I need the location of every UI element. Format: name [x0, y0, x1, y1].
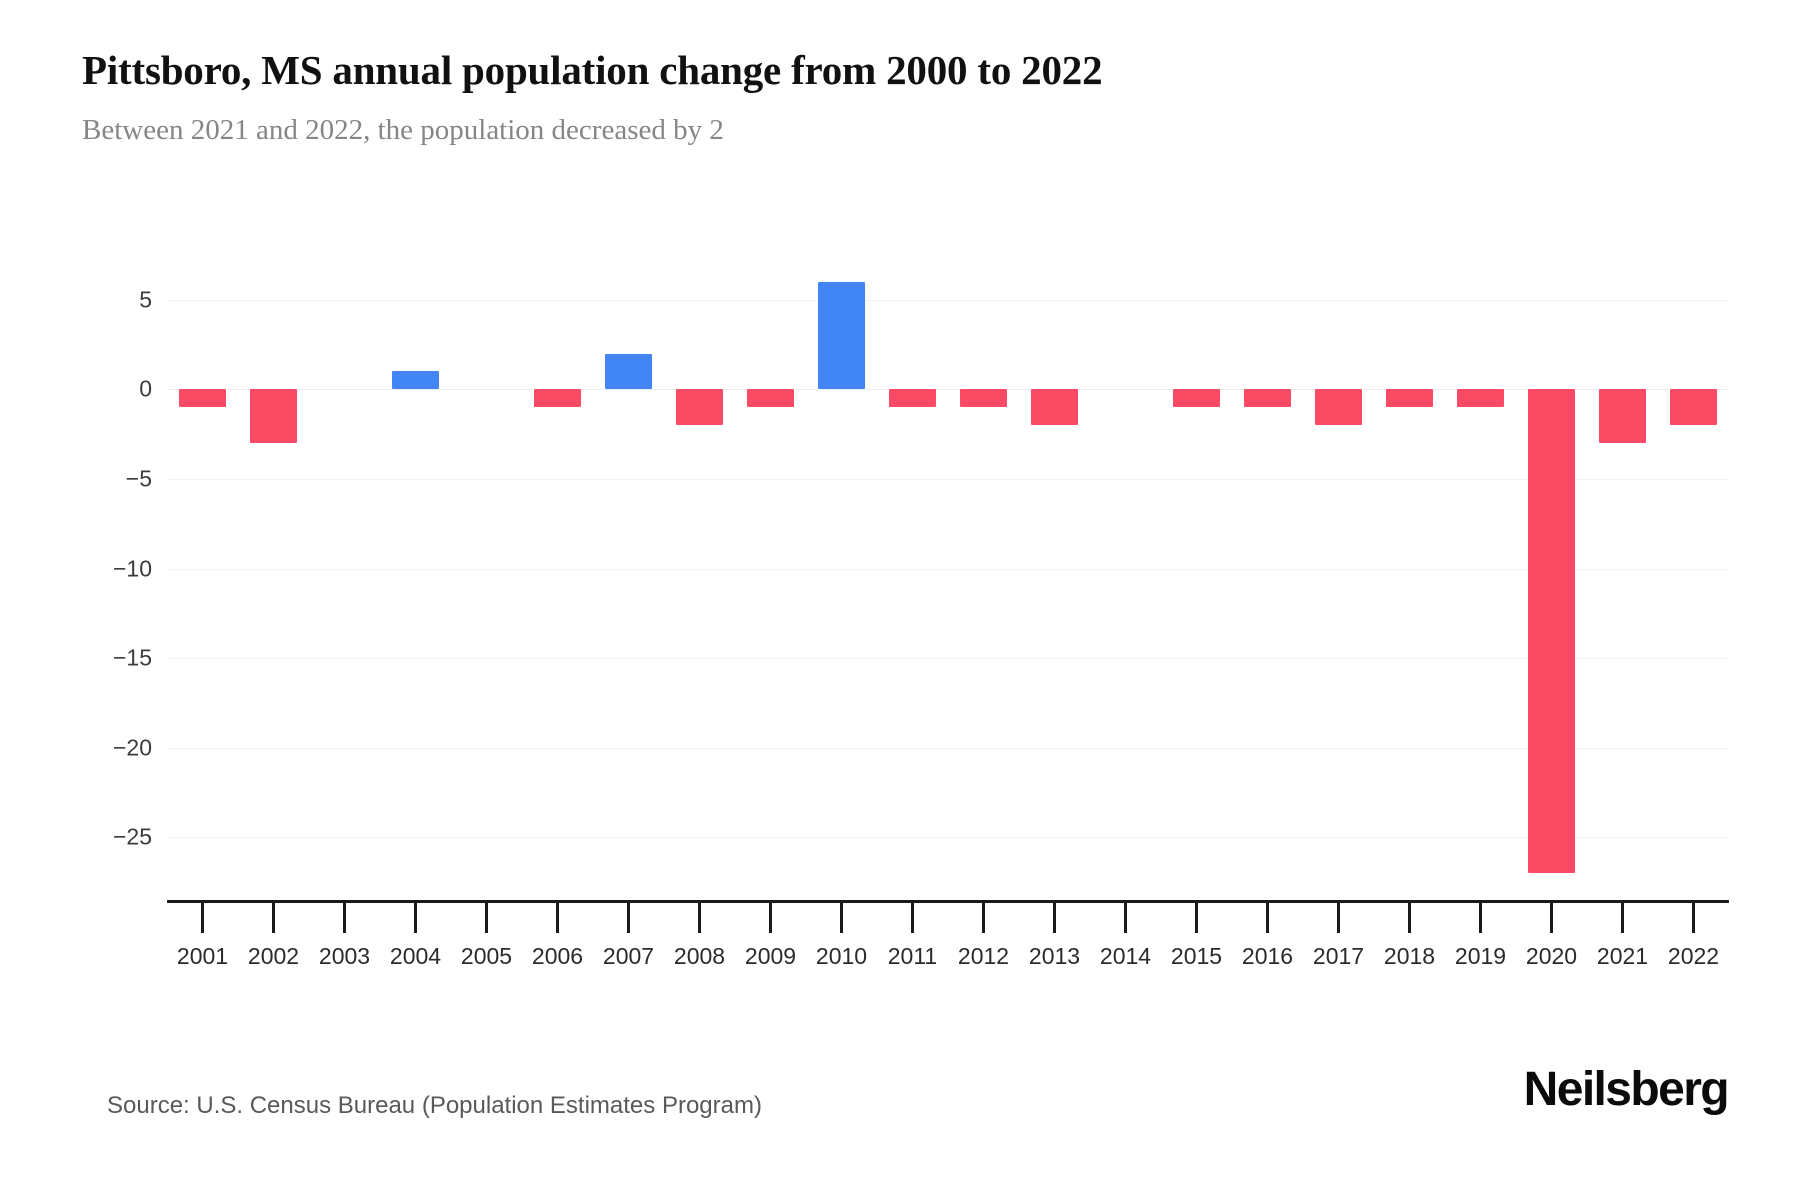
y-axis-tick-label: −25 — [112, 823, 152, 850]
x-axis-tick — [343, 903, 346, 933]
bars-group — [167, 255, 1729, 900]
x-axis-tick-label: 2002 — [247, 943, 300, 969]
gridline — [167, 658, 1729, 660]
source-note: Source: U.S. Census Bureau (Population E… — [107, 1092, 762, 1119]
x-axis-tick — [272, 903, 275, 933]
y-axis-tick-label: −20 — [112, 734, 152, 761]
gridline — [167, 299, 1729, 301]
x-axis-tick — [1621, 903, 1624, 933]
x-axis-tick-label: 2015 — [1170, 943, 1223, 969]
x-axis-tick-label: 2010 — [815, 943, 868, 969]
gridline — [167, 747, 1729, 749]
brand-logo: Neilsberg — [1523, 1063, 1730, 1116]
bar-2008[interactable] — [676, 389, 723, 426]
bar-2021[interactable] — [1599, 389, 1646, 444]
x-axis-tick — [982, 903, 985, 933]
x-axis-tick — [627, 903, 630, 933]
plot-inner — [167, 255, 1729, 900]
y-axis-tick-label: −15 — [112, 644, 152, 671]
bar-2018[interactable] — [1386, 389, 1433, 408]
x-axis-tick-label: 2018 — [1383, 943, 1436, 969]
x-axis-tick-label: 2012 — [957, 943, 1010, 969]
x-axis-tick-label: 2005 — [460, 943, 513, 969]
bar-2019[interactable] — [1457, 389, 1504, 408]
x-axis-tick-label: 2013 — [1028, 943, 1081, 969]
y-axis-tick-label: 0 — [139, 375, 152, 402]
x-axis-tick-label: 2011 — [887, 943, 938, 969]
x-axis-tick — [769, 903, 772, 933]
x-axis-tick — [414, 903, 417, 933]
x-axis-tick-label: 2022 — [1667, 943, 1720, 969]
bar-2010[interactable] — [818, 281, 865, 390]
x-axis-tick — [1479, 903, 1482, 933]
x-axis-tick-label: 2019 — [1454, 943, 1507, 969]
x-axis-tick-label: 2016 — [1241, 943, 1294, 969]
x-axis-tick-label: 2009 — [744, 943, 797, 969]
x-axis-tick-label: 2003 — [318, 943, 371, 969]
bar-2016[interactable] — [1244, 389, 1291, 408]
x-axis-tick-label: 2020 — [1525, 943, 1578, 969]
x-axis-tick — [1337, 903, 1340, 933]
x-axis-tick — [911, 903, 914, 933]
bar-2007[interactable] — [605, 353, 652, 390]
x-axis-tick-label: 2001 — [176, 943, 229, 969]
x-axis-tick — [1692, 903, 1695, 933]
x-axis-tick — [485, 903, 488, 933]
x-axis-tick-label: 2004 — [389, 943, 442, 969]
bar-2020[interactable] — [1528, 389, 1575, 874]
x-axis-line — [167, 900, 1729, 903]
chart-header: Pittsboro, MS annual population change f… — [82, 46, 1732, 148]
bar-2022[interactable] — [1670, 389, 1717, 426]
x-axis-tick — [556, 903, 559, 933]
bar-2006[interactable] — [534, 389, 581, 408]
gridline — [167, 478, 1729, 480]
zero-gridline — [167, 389, 1729, 391]
gridline — [167, 568, 1729, 570]
x-axis-tick-label: 2021 — [1596, 943, 1649, 969]
x-axis-tick — [1550, 903, 1553, 933]
bar-2015[interactable] — [1173, 389, 1220, 408]
x-axis-tick — [1266, 903, 1269, 933]
x-axis-tick-label: 2008 — [673, 943, 726, 969]
bar-2012[interactable] — [960, 389, 1007, 408]
x-axis-tick-label: 2007 — [602, 943, 655, 969]
y-axis-tick-label: 5 — [139, 286, 152, 313]
x-axis-tick — [840, 903, 843, 933]
x-axis-tick-label: 2017 — [1312, 943, 1365, 969]
gridline — [167, 837, 1729, 839]
chart-subtitle: Between 2021 and 2022, the population de… — [82, 114, 724, 147]
bar-2004[interactable] — [392, 371, 439, 390]
x-axis-tick-label: 2014 — [1099, 943, 1152, 969]
bar-2011[interactable] — [889, 389, 936, 408]
x-axis-tick — [698, 903, 701, 933]
bar-2001[interactable] — [179, 389, 226, 408]
x-axis-tick — [1124, 903, 1127, 933]
x-axis-tick — [1408, 903, 1411, 933]
y-axis-tick-label: −10 — [112, 555, 152, 582]
bar-2017[interactable] — [1315, 389, 1362, 426]
bar-2013[interactable] — [1031, 389, 1078, 426]
x-axis-tick — [1053, 903, 1056, 933]
x-axis-tick — [201, 903, 204, 933]
x-axis-tick-label: 2006 — [531, 943, 584, 969]
y-axis-tick-label: −5 — [125, 465, 152, 492]
page-title: Pittsboro, MS annual population change f… — [82, 47, 1103, 93]
x-axis-tick — [1195, 903, 1198, 933]
bar-2002[interactable] — [250, 389, 297, 444]
bar-2009[interactable] — [747, 389, 794, 408]
